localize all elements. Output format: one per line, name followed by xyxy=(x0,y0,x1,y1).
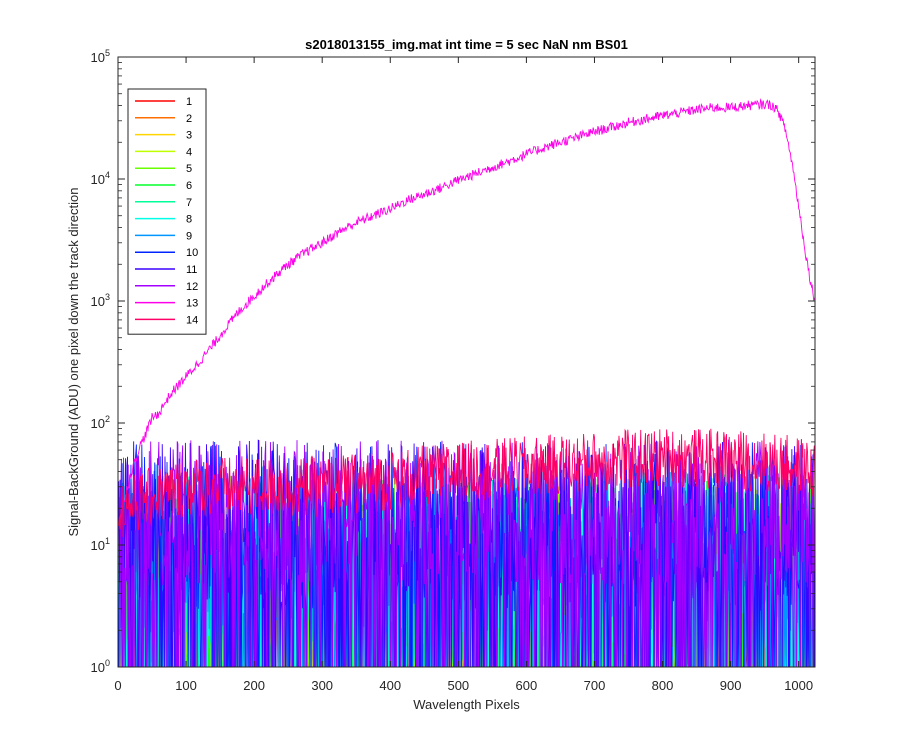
x-tick-label: 900 xyxy=(720,678,742,693)
legend-label-4: 4 xyxy=(186,146,192,158)
legend-label-1: 1 xyxy=(186,96,192,108)
y-tick-label: 101 xyxy=(91,536,110,553)
series-layer xyxy=(118,98,815,667)
y-tick-label: 103 xyxy=(91,292,110,309)
legend-label-6: 6 xyxy=(186,180,192,192)
series-line-14 xyxy=(118,428,815,537)
x-tick-label: 100 xyxy=(175,678,197,693)
legend-label-14: 14 xyxy=(186,314,198,326)
y-tick-label: 105 xyxy=(91,48,110,65)
legend-label-2: 2 xyxy=(186,113,192,125)
x-tick-label: 0 xyxy=(114,678,121,693)
x-tick-label: 600 xyxy=(516,678,538,693)
axes-box xyxy=(117,56,816,668)
legend-label-11: 11 xyxy=(186,264,197,276)
chart-title: s2018013155_img.mat int time = 5 sec NaN… xyxy=(305,37,628,52)
x-tick-label: 800 xyxy=(652,678,674,693)
legend-label-7: 7 xyxy=(186,197,192,209)
series-line-13 xyxy=(118,98,815,524)
y-tick-label: 100 xyxy=(91,658,110,675)
legend-label-5: 5 xyxy=(186,163,192,175)
legend-label-13: 13 xyxy=(186,298,198,310)
x-tick-label: 1000 xyxy=(784,678,813,693)
y-tick-label: 104 xyxy=(91,170,110,187)
y-axis-label: Signal-BackGround (ADU) one pixel down t… xyxy=(66,187,81,536)
legend-label-9: 9 xyxy=(186,230,192,242)
legend-label-8: 8 xyxy=(186,214,192,226)
x-axis-label: Wavelength Pixels xyxy=(413,697,520,712)
x-tick-label: 700 xyxy=(584,678,606,693)
series-line-12 xyxy=(118,439,815,667)
ticks-layer: 0 100 200 300 400 500 600 700 800 900 100010010110… xyxy=(91,48,815,693)
x-tick-label: 200 xyxy=(243,678,265,693)
y-tick-label: 102 xyxy=(91,414,110,431)
x-tick-label: 500 xyxy=(447,678,469,693)
legend-label-10: 10 xyxy=(186,247,198,259)
x-tick-label: 300 xyxy=(311,678,333,693)
x-tick-label: 400 xyxy=(379,678,401,693)
legend-box xyxy=(127,88,207,335)
legend-label-3: 3 xyxy=(186,130,192,142)
legend-label-12: 12 xyxy=(186,281,198,293)
